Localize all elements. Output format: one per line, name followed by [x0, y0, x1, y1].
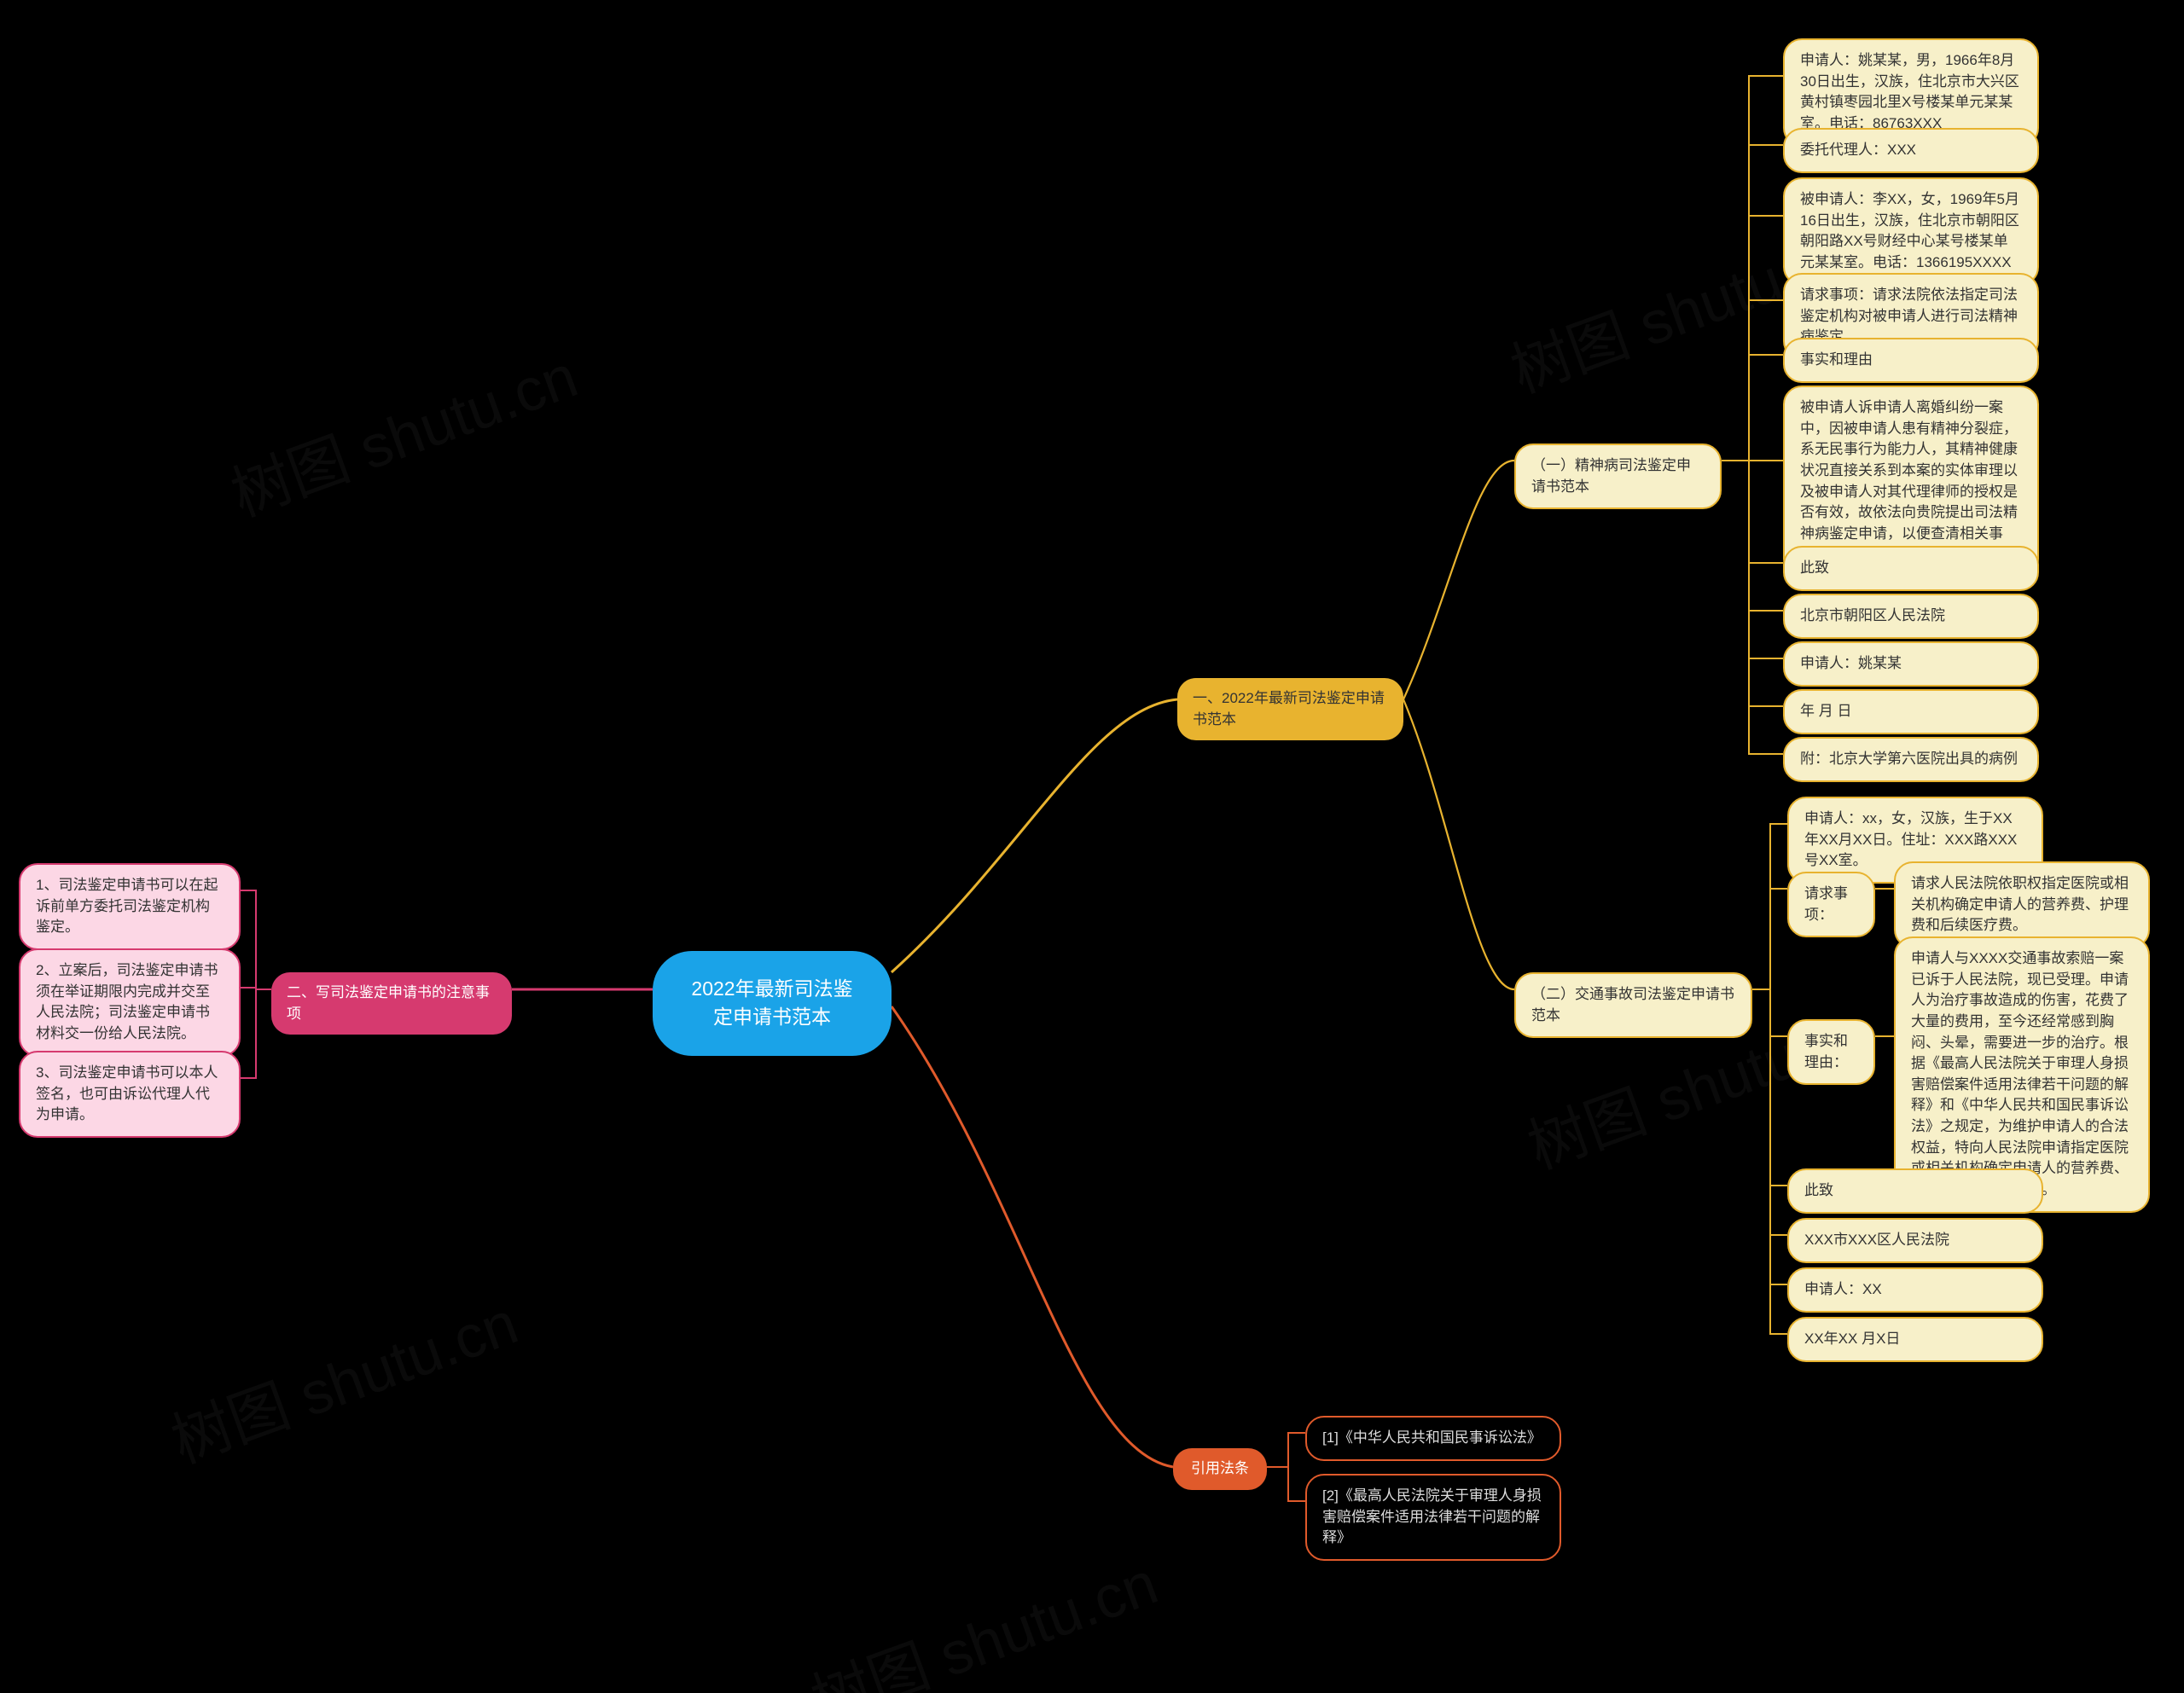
watermark: 树图 shutu.cn: [218, 329, 588, 534]
leaf-1b-5[interactable]: 申请人：XX: [1787, 1267, 2043, 1313]
leaf-1b-3[interactable]: 此致: [1787, 1168, 2043, 1214]
leaf-2-0[interactable]: 1、司法鉴定申请书可以在起诉前单方委托司法鉴定机构鉴定。: [19, 863, 241, 950]
section-1a[interactable]: （一）精神病司法鉴定申请书范本: [1514, 444, 1722, 509]
section-1b[interactable]: （二）交通事故司法鉴定申请书范本: [1514, 972, 1752, 1038]
watermark: 树图 shutu.cn: [159, 1276, 528, 1481]
leaf-1a-2[interactable]: 被申请人：李XX，女，1969年5月16日出生，汉族，住北京市朝阳区朝阳路XX号…: [1783, 177, 2039, 286]
leaf-1a-8[interactable]: 申请人：姚某某: [1783, 641, 2039, 687]
leaf-1b-4[interactable]: XXX市XXX区人民法院: [1787, 1218, 2043, 1263]
root-node[interactable]: 2022年最新司法鉴定申请书范本: [653, 951, 892, 1056]
leaf-1b-2[interactable]: 事实和理由：: [1787, 1019, 1875, 1085]
section-1[interactable]: 一、2022年最新司法鉴定申请书范本: [1177, 678, 1403, 740]
leaf-2-1[interactable]: 2、立案后，司法鉴定申请书须在举证期限内完成并交至人民法院；司法鉴定申请书材料交…: [19, 948, 241, 1057]
leaf-1a-6[interactable]: 此致: [1783, 546, 2039, 591]
leaf-1b-1[interactable]: 请求事项：: [1787, 872, 1875, 937]
leaf-1a-9[interactable]: 年 月 日: [1783, 689, 2039, 734]
leaf-3-0[interactable]: [1]《中华人民共和国民事诉讼法》: [1305, 1416, 1561, 1461]
section-2[interactable]: 二、写司法鉴定申请书的注意事项: [271, 972, 512, 1035]
section-3[interactable]: 引用法条: [1173, 1448, 1267, 1490]
leaf-1a-10[interactable]: 附：北京大学第六医院出具的病例: [1783, 737, 2039, 782]
leaf-1a-7[interactable]: 北京市朝阳区人民法院: [1783, 594, 2039, 639]
leaf-1b-1-sub[interactable]: 请求人民法院依职权指定医院或相关机构确定申请人的营养费、护理费和后续医疗费。: [1894, 861, 2150, 948]
leaf-1b-6[interactable]: XX年XX 月X日: [1787, 1317, 2043, 1362]
watermark: 树图 shutu.cn: [799, 1536, 1168, 1693]
leaf-2-2[interactable]: 3、司法鉴定申请书可以本人签名，也可由诉讼代理人代为申请。: [19, 1051, 241, 1138]
leaf-1a-1[interactable]: 委托代理人：XXX: [1783, 128, 2039, 173]
leaf-3-1[interactable]: [2]《最高人民法院关于审理人身损害赔偿案件适用法律若干问题的解释》: [1305, 1474, 1561, 1561]
leaf-1a-4[interactable]: 事实和理由: [1783, 338, 2039, 383]
